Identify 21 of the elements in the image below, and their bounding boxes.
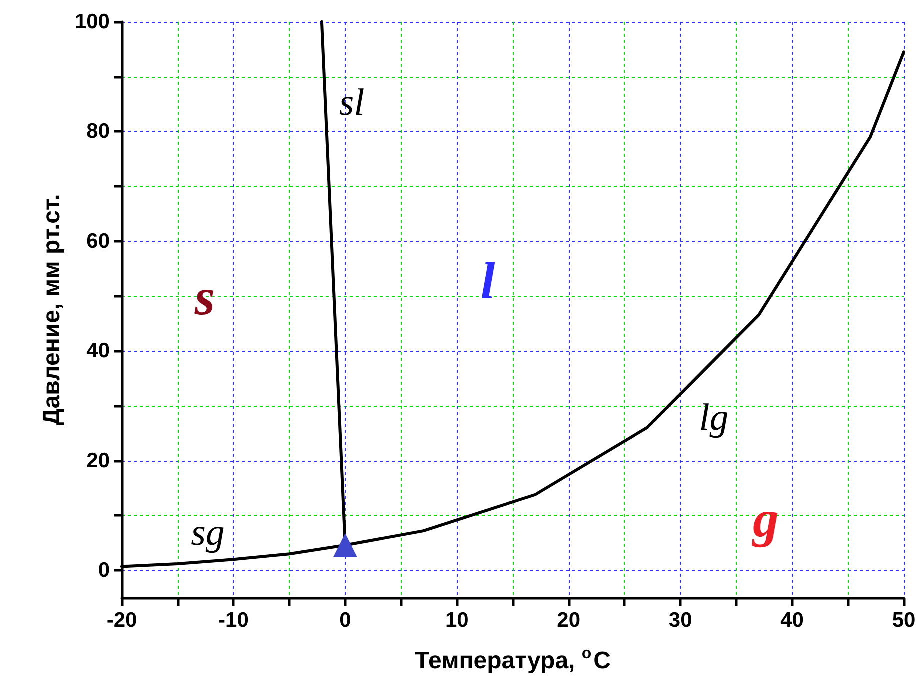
y-tick-label: 80 [86, 120, 110, 144]
annotation: g [752, 492, 779, 548]
x-tick-label: -10 [218, 609, 249, 632]
x-tick-label: 30 [668, 609, 692, 632]
x-tick-label: -20 [106, 609, 138, 632]
x-tick-label: 10 [445, 609, 469, 632]
annotation: l [480, 254, 496, 310]
y-tick-label: 20 [86, 449, 110, 472]
annotation: sg [191, 512, 225, 554]
y-tick-label: 60 [86, 230, 110, 253]
x-tick-label: 50 [892, 609, 916, 632]
y-axis-title: Давление, мм рт.ст. [38, 194, 66, 426]
y-tick-label: 40 [86, 340, 110, 363]
x-tick-label: 40 [780, 609, 804, 632]
x-tick-label: 20 [557, 609, 581, 632]
annotation: s [194, 270, 216, 326]
y-tick-label: 100 [74, 10, 110, 34]
annotation: sl [339, 82, 365, 124]
x-tick-label: 0 [340, 609, 352, 632]
annotation: lg [699, 397, 729, 439]
y-tick-label: 0 [98, 559, 110, 582]
